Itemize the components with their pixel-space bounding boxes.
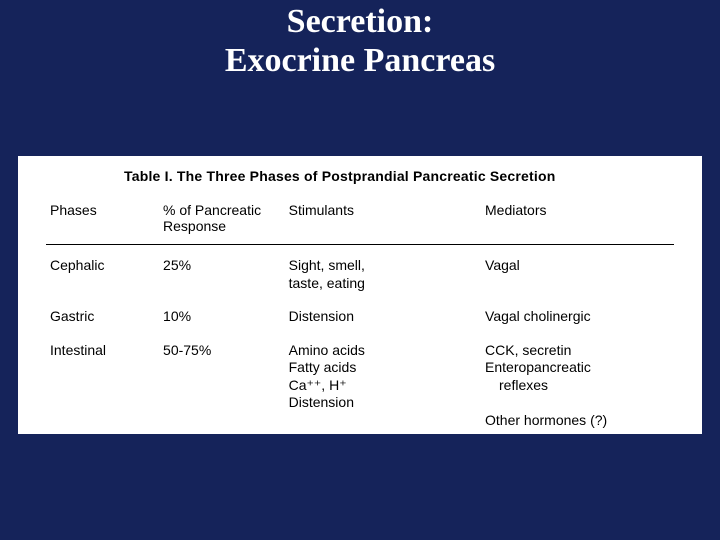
cell-mediators: Vagal [473,245,674,297]
cell-pct: 25% [159,245,285,297]
col-header-phases: Phases [46,196,159,245]
slide-title: Secretion: Exocrine Pancreas [0,0,720,98]
phases-table: Phases % of PancreaticResponse Stimulant… [46,196,674,433]
table-row: Intestinal 50-75% Amino acidsFatty acids… [46,330,674,434]
cell-stimulants: Amino acidsFatty acidsCa⁺⁺, H⁺Distension [285,330,473,434]
col-header-stim: Stimulants [285,196,473,245]
title-line-1: Secretion: [0,2,720,41]
cell-stimulants: Distension [285,296,473,330]
table-row: Gastric 10% Distension Vagal cholinergic [46,296,674,330]
cell-pct: 50-75% [159,330,285,434]
cell-phase: Gastric [46,296,159,330]
cell-pct: 10% [159,296,285,330]
cell-phase: Cephalic [46,245,159,297]
cell-phase: Intestinal [46,330,159,434]
table-caption: Table I. The Three Phases of Postprandia… [124,168,674,184]
cell-mediators: CCK, secretinEnteropancreaticreflexesOth… [473,330,674,434]
cell-stimulants: Sight, smell,taste, eating [285,245,473,297]
col-header-med: Mediators [473,196,674,245]
table-panel: Table I. The Three Phases of Postprandia… [18,156,702,434]
cell-mediators: Vagal cholinergic [473,296,674,330]
col-header-pct: % of PancreaticResponse [159,196,285,245]
table-header-row: Phases % of PancreaticResponse Stimulant… [46,196,674,245]
table-row: Cephalic 25% Sight, smell,taste, eating … [46,245,674,297]
title-line-2: Exocrine Pancreas [0,41,720,80]
